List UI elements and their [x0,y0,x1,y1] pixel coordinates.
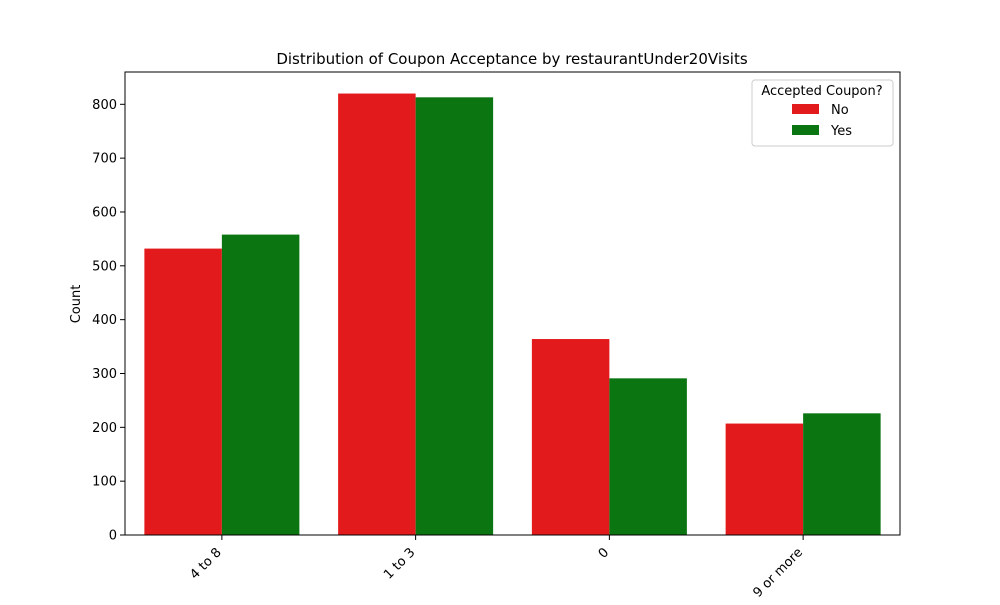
y-tick-label: 0 [109,529,117,544]
y-tick-label: 100 [92,475,117,490]
bar-no-1 [338,93,416,535]
bar-no-0 [144,248,222,535]
bar-yes-2 [609,378,687,535]
x-tick-label: 4 to 8 [187,545,224,582]
x-tick-label: 1 to 3 [381,545,418,582]
legend: Accepted Coupon? No Yes [751,79,894,147]
legend-box [751,79,894,147]
bars-layer [144,93,881,535]
plot-frame [124,71,901,536]
legend-label-yes: Yes [830,124,852,139]
y-axis: 0 100 200 300 400 500 600 700 800 [92,98,125,544]
bar-no-2 [531,339,610,535]
y-tick-label: 500 [92,259,117,274]
x-tick-label: 0 [596,545,612,561]
legend-title: Accepted Coupon? [761,84,882,99]
legend-label-no: No [831,103,849,118]
bar-yes-1 [415,97,494,535]
bar-yes-3 [803,413,881,535]
chart-title: Distribution of Coupon Acceptance by res… [276,50,748,68]
x-tick-label: 9 or more [750,545,806,600]
y-tick-label: 600 [92,205,117,220]
y-tick-label: 200 [92,421,117,436]
bar-no-3 [725,423,804,535]
y-tick-label: 300 [92,367,117,382]
y-axis-title: Count [69,285,84,324]
bar-yes-0 [221,234,300,535]
legend-swatch-yes [792,125,819,135]
legend-swatch-no [792,104,819,114]
x-axis: 4 to 8 1 to 3 0 9 or more [187,535,806,601]
y-tick-label: 800 [92,98,117,113]
y-tick-label: 700 [92,152,117,167]
y-tick-label: 400 [92,313,117,328]
